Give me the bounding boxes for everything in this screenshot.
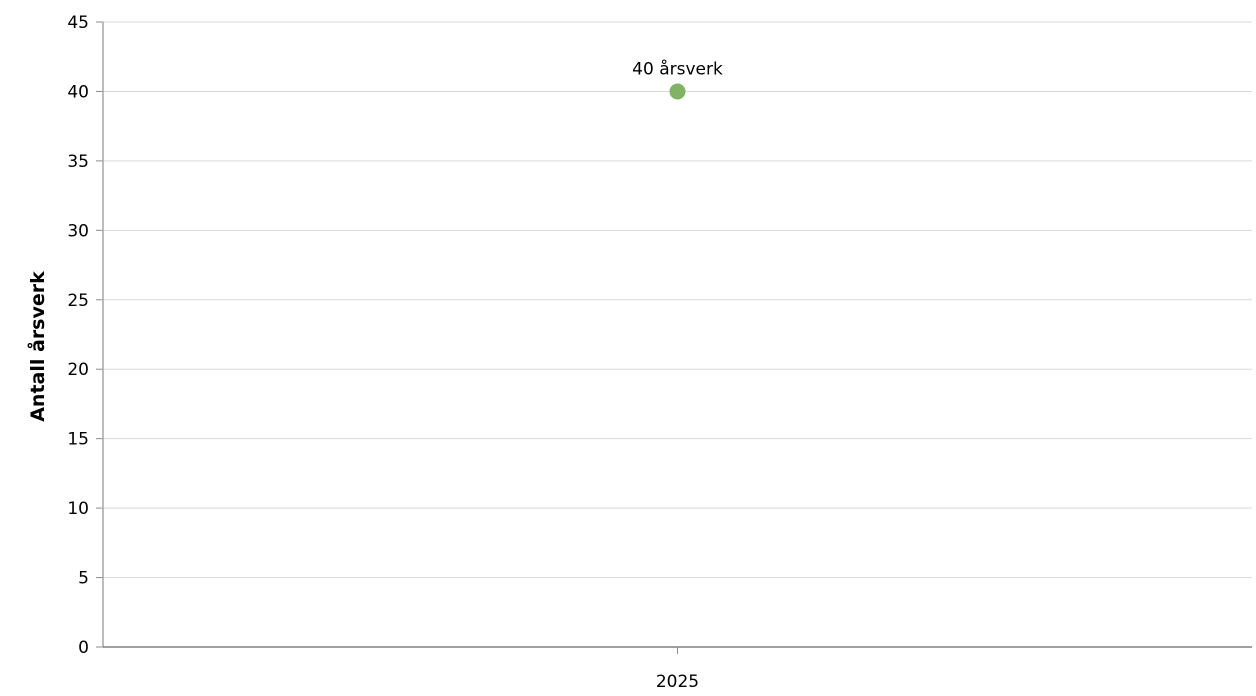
y-tick-label: 40	[67, 82, 89, 102]
y-tick-label: 10	[67, 499, 89, 519]
data-points: 40 årsverk	[632, 58, 723, 100]
gridlines	[103, 21, 1252, 579]
data-label: 40 årsverk	[632, 58, 723, 79]
x-tick-labels: 2025	[656, 672, 699, 692]
y-tick-labels: 0 5 10 15 20 25 30 35 40 45	[67, 13, 89, 658]
y-axis-title: Antall årsverk	[25, 271, 49, 422]
y-tick-label: 20	[67, 360, 89, 380]
y-tick-label: 45	[67, 13, 89, 33]
y-tick-label: 25	[67, 291, 89, 311]
y-tick-label: 35	[67, 152, 89, 172]
y-tick-label: 15	[67, 430, 89, 450]
y-tick-label: 5	[78, 569, 89, 589]
y-tick-label: 0	[78, 638, 89, 658]
data-point	[669, 83, 686, 100]
x-tick-label: 2025	[656, 672, 699, 692]
y-tick-label: 30	[67, 221, 89, 241]
axes	[96, 21, 1252, 654]
